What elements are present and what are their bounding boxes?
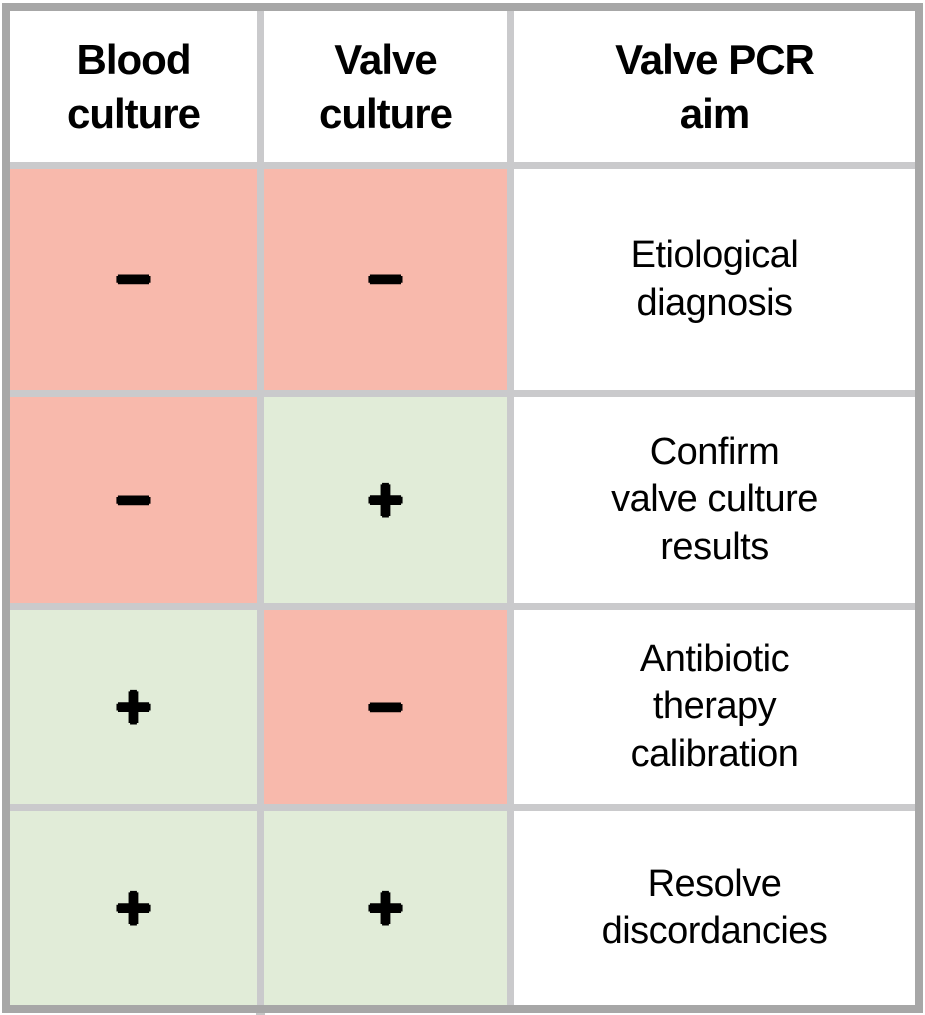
valve-culture-result: + — [264, 397, 507, 603]
header-blood-culture: Blood culture — [10, 11, 257, 162]
valve-culture-result: + — [264, 811, 507, 1005]
culture-pcr-aim-table: Blood culture Valve culture Valve PCR ai… — [2, 3, 923, 1015]
pcr-aim-text: Etiological diagnosis — [514, 169, 915, 390]
header-valve-culture: Valve culture — [264, 11, 507, 162]
valve-culture-result: − — [264, 169, 507, 390]
blood-culture-result: − — [10, 169, 257, 390]
header-valve-pcr-aim: Valve PCR aim — [514, 11, 915, 162]
blood-culture-result: + — [10, 610, 257, 804]
grid-line-artifact — [256, 1013, 265, 1015]
blood-culture-result: − — [10, 397, 257, 603]
table-grid: Blood culture Valve culture Valve PCR ai… — [10, 11, 915, 1005]
blood-culture-result: + — [10, 811, 257, 1005]
pcr-aim-text: Resolve discordancies — [514, 811, 915, 1005]
pcr-aim-text: Confirm valve culture results — [514, 397, 915, 603]
pcr-aim-text: Antibiotic therapy calibration — [514, 610, 915, 804]
valve-culture-result: − — [264, 610, 507, 804]
